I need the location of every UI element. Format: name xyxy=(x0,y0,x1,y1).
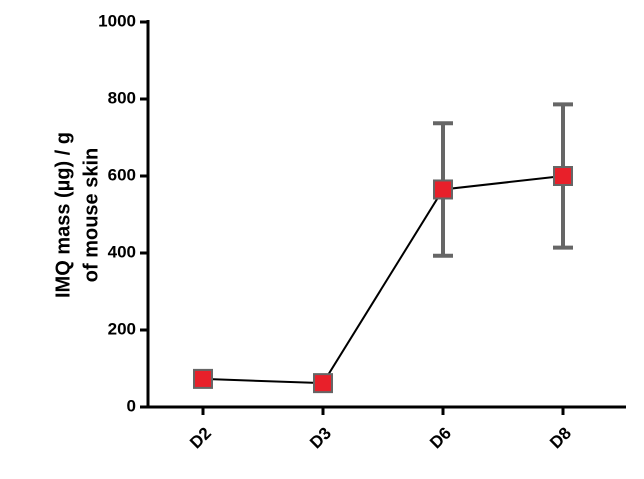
y-tick-label: 400 xyxy=(108,242,136,261)
marker xyxy=(553,166,573,186)
x-tick-label: D8 xyxy=(546,424,575,453)
x-tick-label: D6 xyxy=(426,424,455,453)
y-axis-label: IMQ mass (µg) / g xyxy=(52,132,74,298)
y-tick-label: 200 xyxy=(108,319,136,338)
x-tick-label: D3 xyxy=(306,424,335,453)
y-tick-label: 0 xyxy=(127,396,136,415)
marker xyxy=(313,373,333,394)
y-axis-label: of mouse skin xyxy=(80,148,102,282)
marker xyxy=(433,179,453,200)
y-tick-label: 1000 xyxy=(98,11,136,30)
y-tick-label: 800 xyxy=(108,88,136,107)
x-tick-label: D2 xyxy=(186,424,215,453)
line xyxy=(202,175,564,385)
marker xyxy=(193,368,213,389)
y-tick-label: 600 xyxy=(108,165,136,184)
